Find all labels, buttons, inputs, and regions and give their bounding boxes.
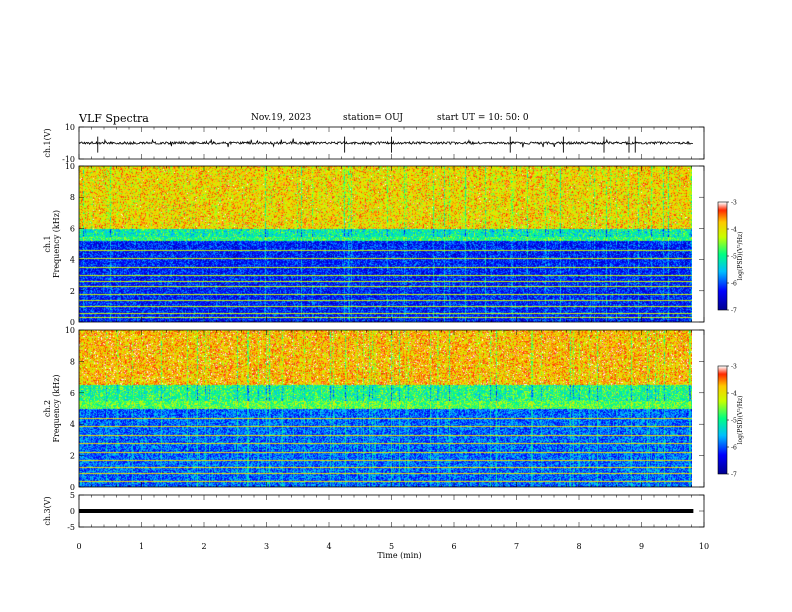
- ch2-spectrogram-ytick-label: 2: [70, 452, 75, 461]
- x-tick-label: 5: [389, 542, 394, 551]
- ch2-colorbar-tick-label: -7: [731, 472, 737, 479]
- ch1-spectrogram-ytick-label: 0: [70, 318, 75, 327]
- ch1-colorbar-tick-label: -5: [731, 254, 737, 261]
- ch2-colorbar-label: log(PSD)(V²/Hz): [737, 396, 744, 445]
- ch1-spectrogram-ylabel: Frequency (kHz): [52, 210, 61, 278]
- ch2-colorbar-tick-label: -6: [731, 445, 737, 452]
- start-time-label: start UT = 10: 50: 0: [437, 113, 529, 123]
- date-label: Nov.19, 2023: [251, 113, 312, 123]
- ch1-waveform-ytick-label: 10: [65, 123, 75, 132]
- x-tick-label: 10: [699, 542, 709, 551]
- ch2-spectrogram-ytick-label: 6: [70, 389, 75, 398]
- ch2-colorbar-tick-label: -4: [731, 391, 737, 398]
- ch1-colorbar-tick-label: -7: [731, 308, 737, 315]
- ch2-spectrogram-image: [79, 330, 692, 487]
- ch1-spectrogram-ytick-label: 2: [70, 287, 75, 296]
- ch1-spectrogram-ytick-label: 8: [70, 193, 75, 202]
- ch1-colorbar-tick-label: -3: [731, 200, 737, 207]
- ch3-waveform-ytick-label: 0: [70, 507, 75, 516]
- ch1-colorbar-label: log(PSD)(V²/Hz): [737, 232, 744, 281]
- x-tick-label: 6: [451, 542, 456, 551]
- ch2-spectrogram-ytick-label: 8: [70, 357, 75, 366]
- x-tick-label: 0: [76, 542, 81, 551]
- ch1-waveform-ytick-label: -10: [62, 155, 75, 164]
- ch2-spectrogram-ylabel: Frequency (kHz): [52, 374, 61, 442]
- x-tick-label: 3: [264, 542, 269, 551]
- x-axis-label: Time (min): [377, 551, 421, 560]
- ch3-waveform-ylabel: ch.3(V): [43, 496, 52, 525]
- x-tick-label: 2: [201, 542, 206, 551]
- ch2-spectrogram-ytick-label: 4: [70, 420, 75, 429]
- ch1-waveform-trace: [78, 138, 694, 148]
- ch1-spectrogram-ylabel: ch.1: [43, 235, 52, 252]
- ch2-spectrogram-ytick-label: 0: [70, 483, 75, 492]
- figure-title: VLF Spectra: [79, 112, 149, 125]
- ch1-spectrogram-ytick-label: 6: [70, 224, 75, 233]
- ch2-spectrogram-ytick-label: 10: [65, 326, 75, 335]
- ch1-spectrogram-image: [79, 166, 692, 322]
- ch2-colorbar: [718, 366, 727, 474]
- ch1-colorbar-tick-label: -4: [731, 227, 737, 234]
- ch2-colorbar-tick-label: -5: [731, 418, 737, 425]
- ch1-spectrogram-ytick-label: 10: [65, 162, 75, 171]
- x-tick-label: 8: [576, 542, 581, 551]
- ch2-spectrogram-ylabel: ch.2: [43, 400, 52, 417]
- ch1-spectrogram-ytick-label: 4: [70, 256, 75, 265]
- ch1-colorbar-tick-label: -6: [731, 281, 737, 288]
- x-tick-label: 4: [326, 542, 331, 551]
- ch2-colorbar-tick-label: -3: [731, 364, 737, 371]
- x-tick-label: 1: [139, 542, 144, 551]
- ch3-waveform-ytick-label: 5: [70, 491, 75, 500]
- ch3-waveform-ytick-label: -5: [67, 523, 75, 532]
- x-tick-label: 9: [639, 542, 644, 551]
- x-tick-label: 7: [514, 542, 519, 551]
- ch1-waveform-ylabel: ch.1(V): [43, 128, 52, 157]
- ch1-colorbar: [718, 202, 727, 310]
- station-label: station= OUJ: [343, 113, 404, 123]
